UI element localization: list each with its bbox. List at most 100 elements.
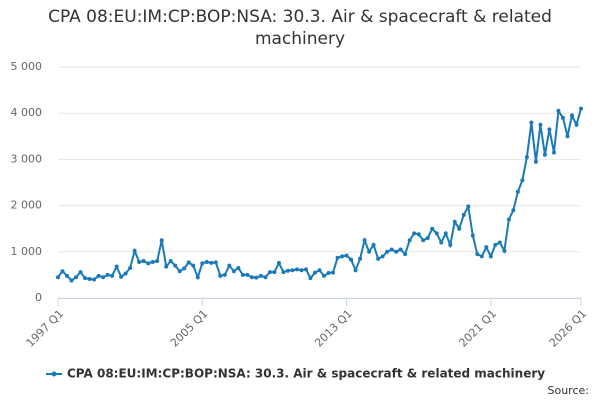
data-point [466,204,471,209]
data-point [240,272,245,277]
data-point [146,261,151,266]
y-tick-label: 3 000 [11,152,43,165]
data-point [101,275,106,280]
data-point [371,242,376,247]
data-point [331,270,336,275]
data-point [231,269,236,274]
data-point [317,268,322,273]
data-point [191,263,196,268]
data-point [119,274,124,279]
data-point [407,238,412,243]
data-point [74,275,79,280]
data-point [222,272,227,277]
source: Source: [548,384,590,397]
series-line [57,107,582,282]
data-point [353,268,358,273]
data-point [272,270,277,275]
data-point [128,265,133,270]
data-point [579,106,583,111]
x-tick-label: 2005 Q1 [168,307,211,350]
data-point [461,212,466,217]
data-point [511,208,516,213]
data-point [488,254,493,259]
data-point [218,273,223,278]
data-point [263,275,268,280]
data-point [439,240,444,245]
x-tick-label: 2026 Q1 [547,307,590,350]
data-point [556,108,561,113]
data-point [475,252,480,257]
data-point [529,120,534,125]
data-point [56,275,60,280]
data-point [132,248,137,253]
data-point [560,115,565,120]
data-point [195,275,200,280]
data-point [403,252,408,257]
data-point [448,242,453,247]
data-point [340,254,345,259]
data-point [349,257,354,262]
y-tick-label: 1 000 [11,245,43,258]
data-point [87,277,92,282]
data-point [92,277,97,282]
data-point [141,259,146,264]
data-point [164,264,169,269]
data-point [416,232,421,237]
data-point [69,278,74,283]
data-point [542,152,547,157]
data-point [236,265,241,270]
data-point [150,259,155,264]
data-point [254,275,259,280]
legend-marker [51,371,57,377]
data-point [290,268,295,273]
data-point [308,276,313,281]
y-tick-label: 0 [35,291,42,304]
data-point [245,272,250,277]
data-point [137,259,142,264]
data-point [105,272,110,277]
data-point [385,249,390,254]
data-point [502,248,507,253]
data-point [533,159,538,164]
data-point [434,231,439,236]
data-point [204,259,209,264]
x-tick-label: 1997 Q1 [24,307,67,350]
data-point [520,178,525,183]
data-point [209,260,214,265]
data-point [182,266,187,271]
data-point [258,273,263,278]
data-point [267,270,272,275]
data-point [412,231,417,236]
data-point [326,271,331,276]
data-point [322,273,327,278]
data-point [344,253,349,258]
data-point [493,242,498,247]
data-point [565,134,570,139]
data-point [497,240,502,245]
data-point [547,127,552,132]
data-point [96,273,101,278]
data-point [506,217,511,222]
data-point [574,122,579,127]
data-point [281,270,286,275]
data-point [177,269,182,274]
data-point [389,247,394,252]
data-point [358,256,363,261]
data-point [479,254,484,259]
data-point [65,273,70,278]
data-point [398,247,403,252]
data-point [60,269,65,274]
data-point [551,150,556,155]
data-point [249,275,254,280]
data-point [227,263,232,268]
data-point [362,238,367,243]
data-point [114,264,119,269]
data-point [123,271,128,276]
data-point [159,238,164,243]
data-point [276,260,281,265]
data-point [538,122,543,127]
chart-title: CPA 08:EU:IM:CP:BOP:NSA: 30.3. Air & spa… [48,7,552,49]
data-point [443,231,448,236]
